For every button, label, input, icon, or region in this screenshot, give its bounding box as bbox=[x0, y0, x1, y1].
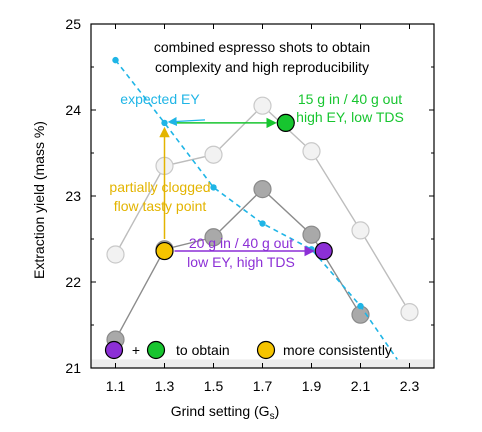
series-line-light-point bbox=[204, 145, 223, 164]
x-tick-label: 1.5 bbox=[204, 378, 224, 394]
x-axis-title: Grind setting (Gs) bbox=[171, 403, 280, 422]
series-line-light-point bbox=[351, 221, 370, 240]
y-axis-title: Extraction yield (mass %) bbox=[31, 121, 47, 279]
annotation-purple-line2: low EY, high TDS bbox=[187, 254, 295, 270]
expected-point bbox=[210, 184, 217, 191]
x-tick-label: 1.7 bbox=[253, 378, 273, 394]
expected-point bbox=[112, 56, 119, 64]
x-tick-label: 1.3 bbox=[155, 378, 175, 394]
legend-purple-marker bbox=[104, 340, 124, 360]
y-tick-label: 25 bbox=[65, 16, 81, 32]
legend-more-consistently: more consistently bbox=[283, 342, 392, 358]
highlight-point bbox=[155, 241, 174, 261]
annotation-green-line2: high EY, low TDS bbox=[296, 109, 404, 125]
series-line-light-point bbox=[253, 96, 272, 115]
y-tick-label: 21 bbox=[65, 360, 81, 376]
annotation-expected-ey: expected EY bbox=[120, 91, 200, 107]
arrow-cyan bbox=[167, 116, 206, 127]
expected-point bbox=[161, 119, 168, 127]
highlight-point bbox=[314, 241, 333, 261]
annotation-combined-line2: complexity and high reproducibility bbox=[155, 59, 369, 75]
expected-point bbox=[259, 220, 266, 227]
legend-green-marker bbox=[146, 340, 166, 360]
series-line-light-point bbox=[400, 303, 419, 322]
annotation-green-line1: 15 g in / 40 g out bbox=[298, 91, 402, 107]
y-tick-label: 24 bbox=[65, 102, 81, 118]
annotation-yellow-line2: flow tasty point bbox=[114, 198, 207, 214]
y-tick-label: 22 bbox=[65, 274, 81, 290]
series-line-dark-point bbox=[253, 180, 272, 199]
y-tick-label: 23 bbox=[65, 188, 81, 204]
x-tick-label: 1.9 bbox=[302, 378, 322, 394]
legend-yellow-marker bbox=[256, 340, 276, 360]
series-line-light-point bbox=[302, 142, 321, 161]
series-line-light-point bbox=[106, 245, 125, 264]
annotation-yellow-line1: partially clogged bbox=[109, 179, 210, 195]
legend-to-obtain: to obtain bbox=[176, 342, 230, 358]
legend-plus: + bbox=[132, 342, 140, 358]
x-tick-label: 2.1 bbox=[351, 378, 371, 394]
highlight-point bbox=[276, 113, 295, 133]
x-tick-label: 2.3 bbox=[400, 378, 420, 394]
series-line-dark-point bbox=[204, 228, 223, 247]
series-line-dark-point bbox=[302, 225, 321, 244]
expected-point bbox=[357, 302, 364, 310]
annotation-combined-line1: combined espresso shots to obtain bbox=[154, 39, 370, 55]
annotation-purple-line1: 20 g in / 40 g out bbox=[189, 235, 293, 251]
x-tick-label: 1.1 bbox=[106, 378, 126, 394]
